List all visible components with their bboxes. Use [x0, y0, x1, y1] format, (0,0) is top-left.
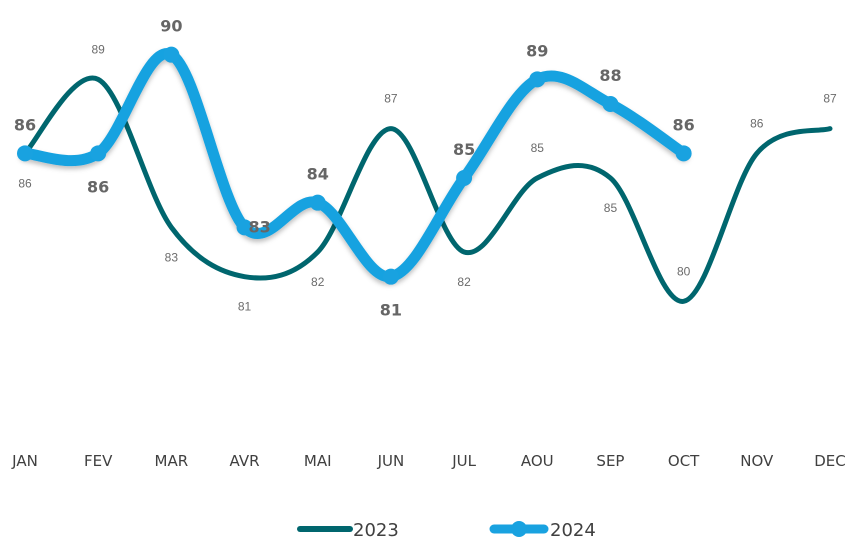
- x-axis: JAN FEV MAR AVR MAI JUN JUL AOU SEP OCT NOV DEC: [11, 452, 846, 470]
- x-tick-label-aou: AOU: [521, 452, 554, 470]
- series-2023-data-label-dec: 87: [823, 92, 837, 106]
- series-2024: [17, 46, 692, 285]
- series-2024-point-jun: [382, 268, 399, 285]
- series-2024-point-jan: [17, 145, 33, 162]
- series-2024-data-label-sep: 88: [599, 66, 621, 85]
- x-tick-label-mar: MAR: [155, 452, 189, 470]
- series-2024-point-jul: [456, 170, 473, 186]
- series-2024-data-label-jul: 85: [453, 140, 475, 159]
- series-2023-data-label-nov: 86: [750, 116, 764, 130]
- series-2024-line: [19, 48, 690, 283]
- series-2024-data-label-mar: 90: [160, 17, 182, 36]
- series-2024-data-label-jan: 86: [14, 115, 36, 134]
- series-2024-data-label-avr: 83: [249, 217, 271, 236]
- series-2023-line: [22, 75, 833, 304]
- series-2023-data-label-aou: 85: [531, 141, 545, 155]
- x-tick-label-mai: MAI: [304, 452, 332, 470]
- x-tick-label-dec: DEC: [814, 452, 846, 470]
- series-2024-point-oct: [675, 145, 692, 162]
- series-2023-data-label-fev: 89: [92, 42, 106, 56]
- series-2024-data-label-mai: 84: [307, 165, 329, 184]
- legend-marker-2024: [511, 521, 527, 537]
- series-2023-data-labels: 86 89 83 81 82 87 82 85 85 80 86 87: [18, 42, 837, 313]
- legend-label-2024: 2024: [550, 520, 596, 540]
- series-2024-data-label-aou: 89: [526, 41, 548, 60]
- series-2023-data-label-jun: 87: [384, 92, 398, 106]
- series-2024-point-mar: [163, 46, 180, 63]
- series-2023-data-label-jan: 86: [18, 176, 32, 190]
- x-tick-label-avr: AVR: [230, 452, 260, 470]
- series-2024-point-sep: [602, 96, 619, 112]
- x-tick-label-sep: SEP: [596, 452, 624, 470]
- legend-label-2023: 2023: [353, 520, 399, 540]
- series-2024-point-fev: [90, 145, 107, 162]
- series-2024-data-label-fev: 86: [87, 177, 109, 196]
- x-tick-label-jan: JAN: [11, 452, 38, 470]
- series-2023-data-label-avr: 81: [238, 300, 252, 314]
- series-2024-data-label-oct: 86: [673, 115, 695, 134]
- x-tick-label-jul: JUL: [451, 452, 476, 470]
- series-2024-data-label-jun: 81: [380, 301, 402, 320]
- series-2023-data-label-sep: 85: [604, 201, 618, 215]
- series-2023-data-label-oct: 80: [677, 264, 691, 278]
- series-2024-point-mai: [309, 194, 326, 211]
- series-2024-point-avr: [236, 219, 253, 236]
- x-tick-label-oct: OCT: [668, 452, 700, 470]
- x-tick-label-fev: FEV: [84, 452, 113, 470]
- series-2023: [22, 75, 833, 304]
- series-2024-data-labels: 86 86 90 83 84 81 85 89 88 86: [14, 17, 695, 320]
- legend: 2023 2024: [297, 520, 596, 540]
- series-2023-data-label-mar: 83: [165, 250, 179, 264]
- x-tick-label-jun: JUN: [377, 452, 405, 470]
- series-2024-point-aou: [529, 71, 546, 88]
- x-tick-label-nov: NOV: [740, 452, 774, 470]
- series-2023-data-label-mai: 82: [311, 275, 325, 289]
- series-2023-data-label-jul: 82: [457, 275, 471, 289]
